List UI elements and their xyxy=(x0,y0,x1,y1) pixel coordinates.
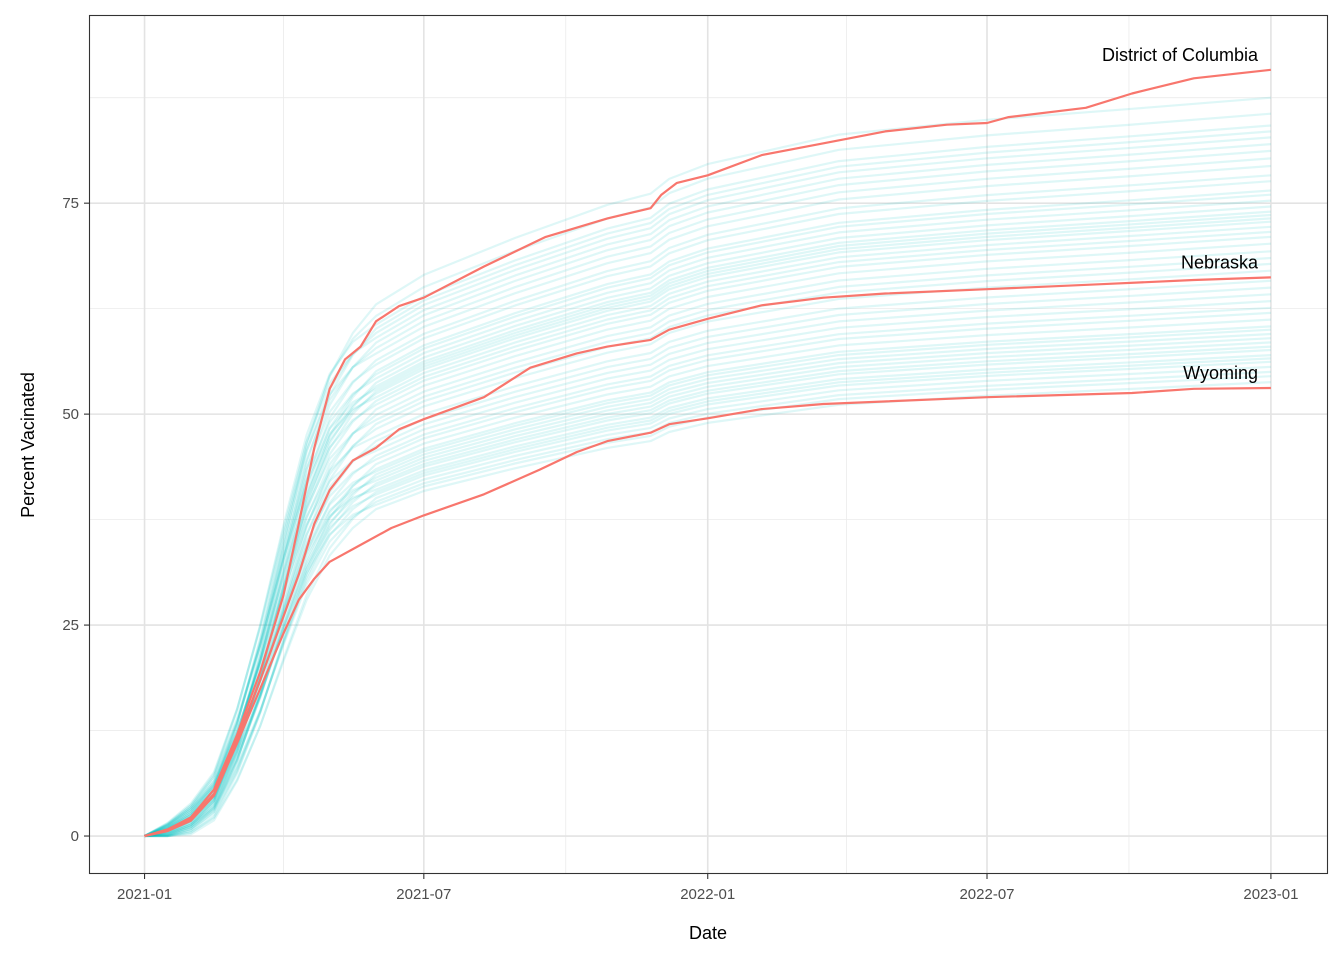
state-label: Nebraska xyxy=(1181,252,1259,272)
state-line xyxy=(144,348,1271,838)
panel-border xyxy=(88,14,1329,875)
y-axis-title: Percent Vacinated xyxy=(18,372,38,518)
gridlines xyxy=(89,15,1328,874)
x-tick-label: 2021-01 xyxy=(117,886,172,903)
state-line xyxy=(144,318,1271,838)
state-line xyxy=(144,217,1271,838)
state-line xyxy=(144,230,1271,838)
state-line-nebraska xyxy=(144,276,1271,838)
state-line xyxy=(144,112,1271,838)
state-line xyxy=(144,357,1271,838)
state-line xyxy=(144,381,1271,838)
state-line xyxy=(144,279,1271,837)
state-line xyxy=(144,213,1271,837)
y-tick-label: 75 xyxy=(62,195,79,212)
state-label: District of Columbia xyxy=(1102,45,1259,65)
x-axis-title: Date xyxy=(689,923,727,943)
state-line-wyoming xyxy=(144,386,1271,838)
y-tick-label: 25 xyxy=(62,617,79,634)
state-line xyxy=(144,345,1271,838)
state-labels: District of Columbia Nebraska Wyoming xyxy=(1102,45,1259,383)
state-line xyxy=(144,332,1271,838)
x-tick-label: 2021-07 xyxy=(396,886,451,903)
state-line xyxy=(144,300,1271,837)
state-line xyxy=(144,180,1271,838)
highlighted-state-lines xyxy=(144,68,1272,838)
state-line xyxy=(143,143,1271,837)
state-line xyxy=(144,306,1271,838)
state-line xyxy=(144,124,1271,837)
state-line xyxy=(144,325,1271,838)
x-tick-label: 2022-01 xyxy=(680,886,735,903)
state-line xyxy=(144,157,1271,838)
y-tick-label: 0 xyxy=(71,828,79,845)
state-line xyxy=(143,164,1271,837)
x-tick-label: 2022-07 xyxy=(959,886,1014,903)
state-line xyxy=(144,136,1271,838)
state-line-district-of-columbia xyxy=(144,68,1272,838)
x-tick-label: 2023-01 xyxy=(1243,886,1298,903)
y-tick-label: 50 xyxy=(62,406,79,423)
y-axis: 0 25 50 75 xyxy=(62,195,89,845)
state-line xyxy=(144,360,1271,838)
state-line xyxy=(144,370,1271,838)
state-line xyxy=(144,286,1271,838)
state-line xyxy=(144,189,1271,838)
state-line xyxy=(144,199,1271,838)
state-line xyxy=(144,256,1271,838)
state-line xyxy=(144,250,1271,838)
x-axis: 2021-01 2021-07 2022-01 2022-07 2023-01 xyxy=(117,874,1298,903)
state-line xyxy=(143,225,1271,837)
state-line xyxy=(144,242,1271,838)
state-line xyxy=(144,365,1271,838)
state-line xyxy=(144,205,1271,838)
state-line xyxy=(144,337,1271,838)
state-label: Wyoming xyxy=(1183,363,1258,383)
background-state-lines xyxy=(143,96,1271,838)
